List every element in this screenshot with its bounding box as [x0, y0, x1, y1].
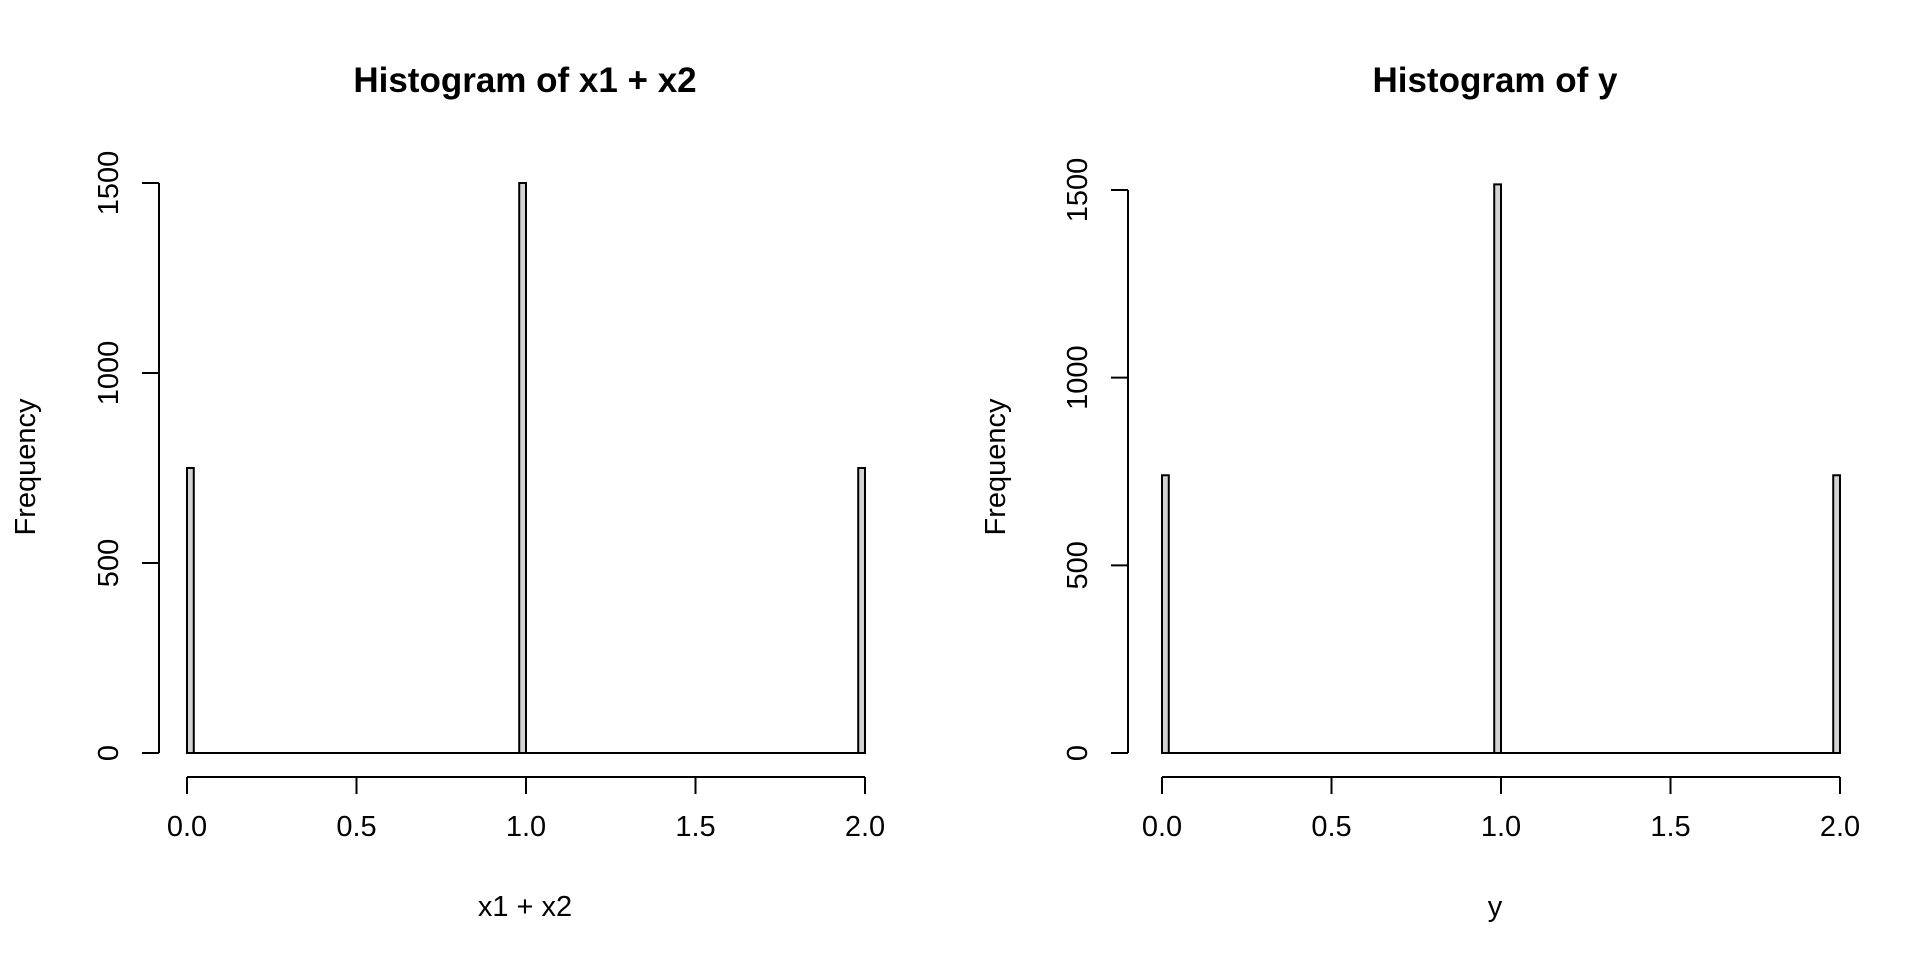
- x-tick-label: 0.0: [1142, 811, 1182, 843]
- x-tick-label: 2.0: [1820, 811, 1860, 843]
- x-tick-label: 1.5: [675, 811, 715, 843]
- histogram-bar: [1832, 474, 1841, 754]
- y-tick-label: 1500: [93, 151, 125, 216]
- y-axis: 0 500 1000 1500: [1062, 158, 1129, 761]
- x-tick-label: 0.5: [1311, 811, 1351, 843]
- x-tick-label: 0.0: [167, 811, 207, 843]
- y-tick-label: 1000: [93, 341, 125, 406]
- x-tick-label: 2.0: [845, 811, 885, 843]
- y-tick-label: 0: [93, 745, 125, 761]
- y-tick-label: 500: [93, 539, 125, 587]
- chart-title: Histogram of x1 + x2: [353, 61, 696, 100]
- y-tick-label: 500: [1062, 541, 1094, 589]
- histogram-bar: [1161, 474, 1170, 754]
- y-axis-label: Frequency: [980, 398, 1012, 536]
- x-axis: 0.0 0.5 1.0 1.5 2.0: [167, 776, 885, 843]
- histogram-bar: [857, 467, 866, 754]
- histogram-bars: [1161, 183, 1841, 754]
- y-tick-label: 0: [1062, 745, 1094, 761]
- x-axis-label: x1 + x2: [478, 891, 572, 923]
- histogram-panel-2: Histogram of y y Frequency 0.0 0.5 1.0 1.5 2…: [980, 61, 1860, 923]
- histogram-panel-1: Histogram of x1 + x2 x1 + x2 Frequency 0…: [10, 61, 885, 923]
- x-axis-label: y: [1488, 891, 1503, 923]
- y-axis: 0 500 1000 1500: [93, 151, 160, 761]
- y-tick-label: 1000: [1062, 345, 1094, 410]
- x-axis: 0.0 0.5 1.0 1.5 2.0: [1142, 776, 1860, 843]
- histogram-bar: [518, 182, 527, 754]
- y-axis-label: Frequency: [10, 398, 42, 536]
- histogram-bars: [186, 182, 866, 754]
- histogram-bar: [1493, 183, 1502, 754]
- y-tick-label: 1500: [1062, 158, 1094, 223]
- chart-title: Histogram of y: [1372, 61, 1618, 100]
- x-tick-label: 1.0: [506, 811, 546, 843]
- histogram-bar: [186, 467, 195, 754]
- x-tick-label: 1.5: [1650, 811, 1690, 843]
- x-tick-label: 1.0: [1481, 811, 1521, 843]
- x-tick-label: 0.5: [336, 811, 376, 843]
